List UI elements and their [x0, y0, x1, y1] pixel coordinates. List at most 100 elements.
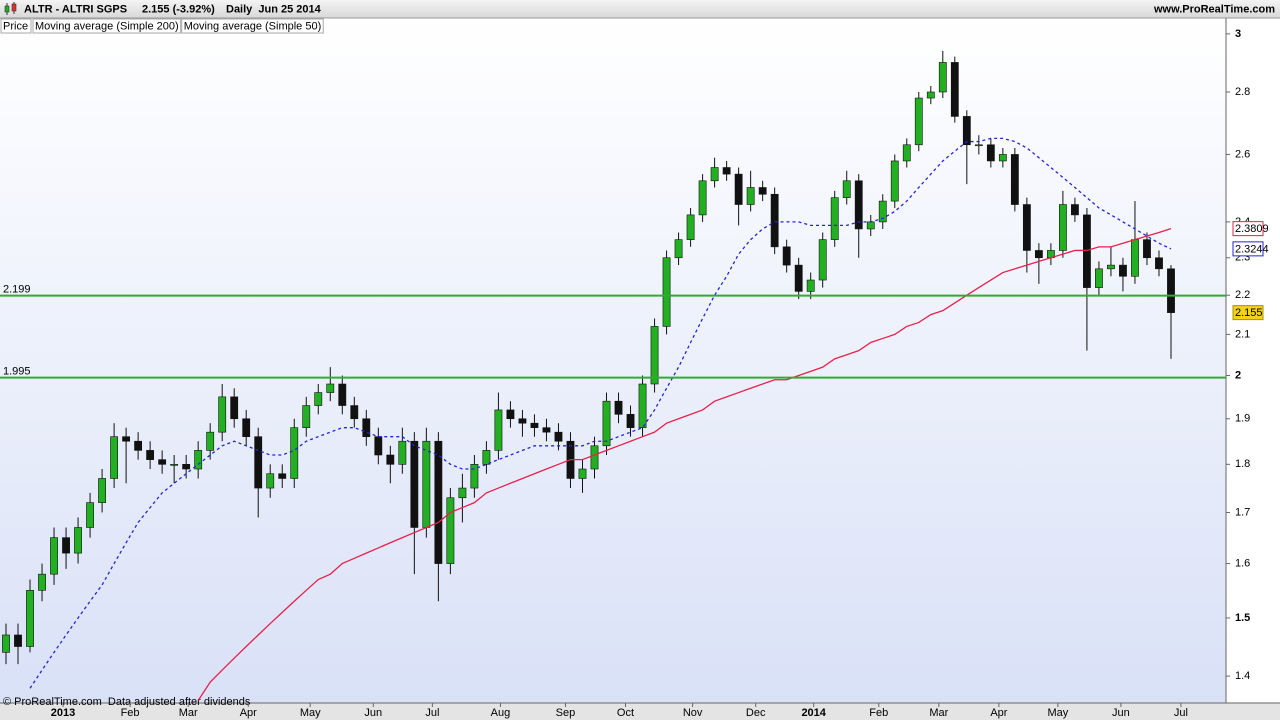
header-icon: [4, 2, 17, 15]
candle-body: [1143, 239, 1151, 259]
x-tick-label: 2014: [801, 707, 826, 719]
x-tick-label: 2013: [51, 707, 75, 719]
candle-body: [1010, 154, 1019, 205]
candle-body: [950, 62, 959, 117]
x-tick-label: Jun: [1112, 707, 1130, 719]
candle-body: [410, 440, 419, 528]
candle-body: [74, 527, 82, 554]
candle-body: [170, 464, 179, 466]
candle-body: [422, 440, 431, 528]
candle-body: [626, 414, 635, 428]
candle-body: [314, 392, 323, 406]
legend-label: Moving average (Simple 50): [184, 20, 322, 32]
x-tick-label: Mar: [179, 707, 198, 719]
candle-body: [146, 450, 155, 460]
candle-body: [86, 502, 94, 528]
x-tick-label: Feb: [121, 707, 140, 719]
chart-subtitle: 2.155 (-3.92%): [142, 3, 215, 15]
candle-body: [554, 431, 563, 442]
y-tick-label: 2.1: [1235, 328, 1250, 340]
y-tick-label: 2.8: [1235, 86, 1250, 98]
candle-body: [1034, 250, 1043, 259]
candle-body: [374, 436, 383, 456]
candle-body: [482, 450, 491, 465]
candle-body: [1071, 204, 1079, 216]
x-tick-label: Oct: [617, 707, 634, 719]
candle-body: [1083, 214, 1091, 288]
legend-box: [181, 18, 324, 34]
level-label: 2.199: [3, 284, 31, 296]
candle-body: [434, 440, 443, 564]
candle-body: [938, 62, 947, 93]
x-tick-label: Jul: [425, 707, 439, 719]
candle-body: [518, 418, 527, 424]
candle-body: [1155, 257, 1163, 270]
candle-body: [866, 221, 875, 230]
candle-body: [290, 427, 299, 479]
header-bar: [0, 0, 1280, 18]
candle-body: [794, 264, 803, 292]
x-tick-label: May: [300, 707, 321, 719]
candle-body: [326, 383, 335, 393]
candle-body: [674, 239, 683, 259]
legend-box: [0, 18, 32, 34]
y-tick-label: 2.2: [1235, 289, 1250, 301]
candle-body: [926, 91, 935, 99]
candle-body: [662, 257, 671, 327]
candle-body: [782, 246, 791, 266]
candle-body: [350, 405, 359, 420]
source: www.ProRealTime.com: [1153, 3, 1275, 15]
candle-body: [974, 144, 983, 147]
candle-body: [266, 473, 275, 489]
x-tick-label: Feb: [869, 707, 888, 719]
candle-body: [758, 187, 767, 195]
candle-body: [710, 167, 719, 182]
candle-body: [14, 634, 22, 647]
candle-body: [1095, 268, 1103, 288]
candle-body: [650, 326, 659, 385]
candle-body: [26, 590, 34, 647]
plot-area: [2, 50, 1175, 701]
candle-body: [734, 173, 743, 205]
candle-body: [830, 197, 839, 240]
candle-body: [98, 478, 106, 503]
y-tick-label: 1.4: [1235, 670, 1250, 682]
candle-body: [890, 160, 899, 202]
candle-body: [806, 279, 815, 292]
y-tick-label: 1.7: [1235, 506, 1250, 518]
chart-title: ALTR - ALTRI SGPS: [24, 3, 127, 15]
last-value-label: 2.3809: [1235, 223, 1269, 235]
candle-body: [206, 431, 215, 451]
candle-body: [914, 97, 923, 146]
plot-background: [0, 18, 1226, 703]
legend-box: [32, 18, 182, 34]
candle-body: [2, 634, 10, 653]
candle-body: [218, 396, 227, 433]
moving-average-line: [29, 137, 1172, 689]
candle-body: [122, 436, 131, 442]
x-tick-label: Dec: [746, 707, 766, 719]
candle-body: [986, 144, 995, 162]
x-tick-label: Mar: [929, 707, 948, 719]
candle-body: [194, 450, 203, 470]
y-tick-label: 2.6: [1235, 148, 1250, 160]
candle-body: [722, 167, 731, 175]
candle-body: [614, 400, 623, 415]
x-tick-label: Apr: [240, 707, 257, 719]
candle-body: [254, 436, 263, 489]
chart-period: Daily Jun 25 2014: [226, 3, 322, 15]
candle-body: [998, 154, 1007, 162]
candle-body: [854, 180, 863, 230]
candle-body: [458, 487, 467, 499]
candle-body: [1107, 264, 1115, 270]
candle-body: [338, 383, 347, 406]
candle-body: [242, 418, 251, 437]
x-tick-label: Apr: [990, 707, 1007, 719]
candle-body: [578, 468, 587, 479]
candle-body: [494, 409, 503, 451]
candle-body: [1022, 204, 1031, 251]
candle-body: [470, 464, 479, 489]
legend-label: Price: [3, 20, 28, 32]
candle-body: [1119, 264, 1127, 277]
last-value-label-box: [1232, 241, 1264, 257]
